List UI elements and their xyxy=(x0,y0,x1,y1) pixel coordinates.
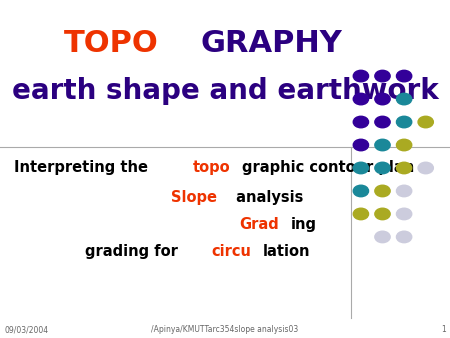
Circle shape xyxy=(353,162,369,174)
Circle shape xyxy=(396,185,412,197)
Circle shape xyxy=(353,70,369,82)
Circle shape xyxy=(353,185,369,197)
Text: GRAPHY: GRAPHY xyxy=(200,29,342,58)
Circle shape xyxy=(396,231,412,243)
Text: grading for: grading for xyxy=(85,244,183,259)
Circle shape xyxy=(353,93,369,105)
Text: /Apinya/KMUTTarc354slope analysis03: /Apinya/KMUTTarc354slope analysis03 xyxy=(151,325,299,334)
Circle shape xyxy=(375,139,390,151)
Circle shape xyxy=(418,162,433,174)
Text: circu: circu xyxy=(211,244,251,259)
Text: Interpreting the: Interpreting the xyxy=(14,160,153,175)
Text: Slope: Slope xyxy=(171,190,217,205)
Text: graphic contour plan: graphic contour plan xyxy=(242,160,414,175)
Circle shape xyxy=(353,208,369,220)
Circle shape xyxy=(396,162,412,174)
Circle shape xyxy=(375,231,390,243)
Circle shape xyxy=(375,70,390,82)
Text: analysis: analysis xyxy=(230,190,303,205)
Text: earth shape and earthwork: earth shape and earthwork xyxy=(12,77,438,105)
Text: lation: lation xyxy=(263,244,310,259)
Circle shape xyxy=(396,139,412,151)
Text: 09/03/2004: 09/03/2004 xyxy=(4,325,49,334)
Text: 1: 1 xyxy=(441,325,446,334)
Circle shape xyxy=(396,93,412,105)
Circle shape xyxy=(353,116,369,128)
Circle shape xyxy=(418,116,433,128)
Text: TOPO: TOPO xyxy=(64,29,159,58)
Circle shape xyxy=(396,208,412,220)
Circle shape xyxy=(375,208,390,220)
Circle shape xyxy=(396,70,412,82)
Text: Grad: Grad xyxy=(239,217,279,232)
Circle shape xyxy=(375,162,390,174)
Text: topo: topo xyxy=(193,160,231,175)
Circle shape xyxy=(396,116,412,128)
Circle shape xyxy=(375,93,390,105)
Circle shape xyxy=(375,116,390,128)
Text: ing: ing xyxy=(290,217,316,232)
Circle shape xyxy=(375,185,390,197)
Circle shape xyxy=(353,139,369,151)
